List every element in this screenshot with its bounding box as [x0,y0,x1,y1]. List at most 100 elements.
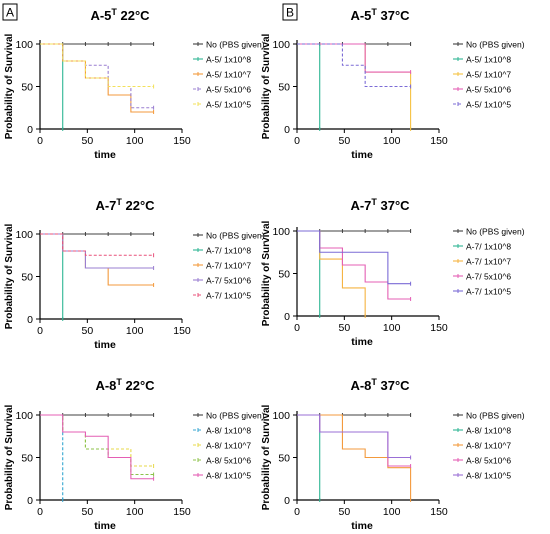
legend-label-2: A-5/ 1x10^8 [466,55,511,65]
x-axis-label: time [94,520,116,532]
x-axis-label: time [351,520,373,532]
series-line-5 [40,43,154,88]
series-line-4 [40,43,154,109]
chart-title: A-5T 22°C [90,7,150,23]
series-line-3 [297,230,366,316]
y-tick-label: 50 [21,453,33,465]
chart-title-superscript: T [111,7,117,17]
legend-label-5: A-5/ 1x10^5 [206,100,251,110]
y-tick-label: 0 [27,495,33,507]
legend-label-1: No (PBS given) [466,40,525,50]
legend-label-1: No (PBS given) [466,227,525,237]
legend-label-2: A-8/ 1x10^8 [466,426,511,436]
legend-label-3: A-7/ 1x10^7 [206,261,251,271]
series-line-4 [297,414,411,467]
y-tick-label: 0 [27,314,33,326]
chart-title-superscript: T [371,7,377,17]
y-axis-label: Probability of Survival [4,223,15,329]
chart-panel-2: B A-5T 37°C 0 50 100 0 50 100 150 time Probability… [261,3,525,161]
y-axis-label: Probability of Survival [4,33,15,139]
panel-letter-box [2,3,18,21]
x-tick-label: 150 [430,506,448,518]
legend-label-4: A-8/ 5x10^6 [206,456,251,466]
chart-panel-3: A-7T 22°C 0 50 100 0 50 100 150 time Probability … [4,197,265,351]
series-line-5 [40,233,154,256]
legend-label-4: A-5/ 5x10^6 [466,85,511,95]
series-line-2 [40,233,64,319]
legend-label-4: A-7/ 5x10^6 [466,272,511,282]
chart-title-temperature: 22°C [122,198,155,213]
x-tick-label: 0 [294,135,300,147]
series-line-5 [40,414,154,480]
legend-label-3: A-8/ 1x10^7 [466,441,511,451]
x-tick-label: 150 [173,506,191,518]
series-line-3 [297,414,412,500]
legend-label-3: A-8/ 1x10^7 [206,441,251,451]
legend-label-5: A-7/ 1x10^5 [466,287,511,297]
x-tick-label: 50 [81,506,93,518]
x-axis-label: time [94,149,116,161]
legend-label-2: A-8/ 1x10^8 [206,426,251,436]
legend-label-2: A-7/ 1x10^8 [466,242,511,252]
legend-label-3: A-5/ 1x10^7 [206,70,251,80]
legend-label-4: A-8/ 5x10^6 [466,456,511,466]
legend-label-5: A-8/ 1x10^5 [206,471,251,481]
chart-title-main: A-7 [350,198,371,213]
chart-title: A-8T 37°C [350,377,410,393]
x-tick-label: 100 [383,322,401,334]
panel-letter: A [6,6,14,20]
series-line-4 [40,233,154,269]
x-axis-label: time [351,336,373,348]
chart-title-main: A-5 [90,8,111,23]
x-tick-label: 150 [173,325,191,337]
y-tick-label: 100 [272,410,290,422]
x-tick-label: 50 [81,325,93,337]
legend-label-3: A-5/ 1x10^7 [466,70,511,80]
chart-title-superscript: T [116,197,122,207]
chart-panel-5: A-8T 22°C 0 50 100 0 50 100 150 time Probability … [4,377,265,532]
y-tick-label: 50 [21,82,33,94]
chart-title-main: A-8 [350,378,371,393]
y-axis-label: Probability of Survival [261,33,272,139]
x-tick-label: 150 [430,135,448,147]
x-tick-label: 50 [338,506,350,518]
chart-panel-6: A-8T 37°C 0 50 100 0 50 100 150 time Probability … [261,377,525,532]
legend-label-1: No (PBS given) [206,231,265,241]
series-line-2 [297,43,321,129]
x-tick-label: 50 [81,135,93,147]
y-tick-label: 0 [284,124,290,136]
x-tick-label: 0 [37,506,43,518]
panel-letter-box [282,3,298,21]
x-tick-label: 50 [338,322,350,334]
chart-title: A-7T 22°C [95,197,155,213]
x-tick-label: 150 [430,322,448,334]
y-tick-label: 100 [15,229,33,241]
series-line-5 [297,230,411,285]
series-line-3 [40,233,154,286]
legend-label-1: No (PBS given) [206,411,265,421]
y-tick-label: 0 [27,124,33,136]
legend-label-5: A-5/ 1x10^5 [466,100,511,110]
chart-title-superscript: T [116,377,122,387]
legend-label-5: A-7/ 1x10^5 [206,291,251,301]
legend-label-1: No (PBS given) [466,411,525,421]
y-tick-label: 100 [15,410,33,422]
legend-label-2: A-5/ 1x10^8 [206,55,251,65]
chart-title-main: A-5 [350,8,371,23]
chart-title-main: A-8 [95,378,116,393]
chart-title: A-7T 37°C [350,197,410,213]
y-tick-label: 0 [284,311,290,323]
y-tick-label: 50 [278,82,290,94]
y-tick-label: 100 [272,39,290,51]
series-line-2 [297,230,321,316]
legend-label-4: A-7/ 5x10^6 [206,276,251,286]
y-tick-label: 50 [278,269,290,281]
y-tick-label: 100 [272,226,290,238]
chart-title-temperature: 37°C [377,198,410,213]
series-line-2 [40,43,64,129]
chart-title-main: A-7 [95,198,116,213]
y-tick-label: 50 [21,272,33,284]
series-line-3 [297,43,412,129]
x-tick-label: 0 [294,322,300,334]
chart-title-temperature: 22°C [117,8,150,23]
